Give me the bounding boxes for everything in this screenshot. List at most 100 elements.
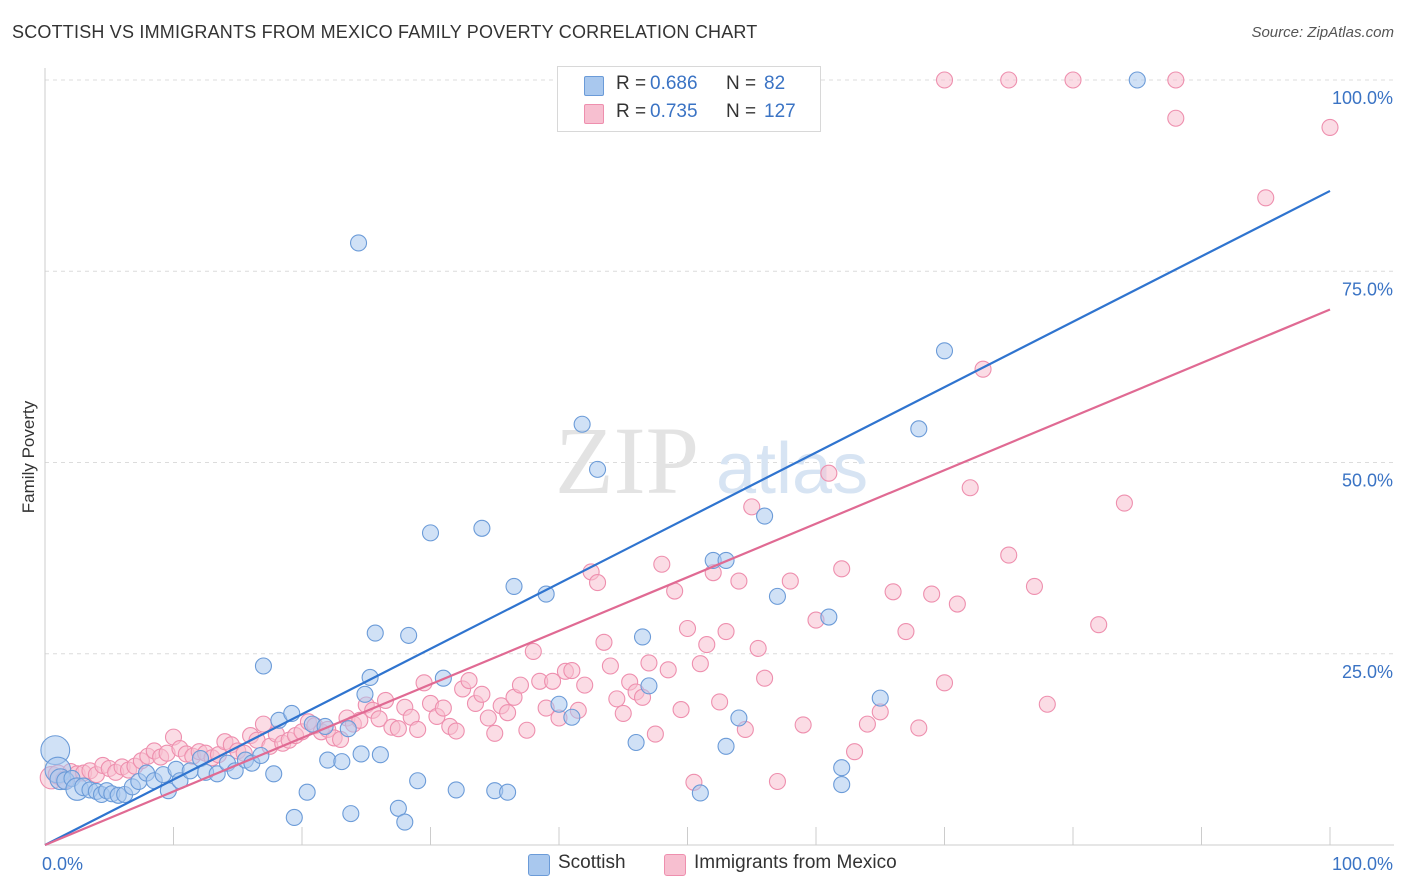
mexico-point [576, 676, 594, 694]
scottish-point [756, 507, 774, 525]
mexico-point [524, 642, 542, 661]
watermark-atlas: atlas [716, 429, 868, 509]
mexico-point [858, 715, 876, 733]
axes [44, 68, 1394, 846]
legend-swatch-scottish [584, 76, 604, 96]
mexico-point [518, 721, 536, 739]
mexico-point [473, 685, 491, 703]
tick-labels: 25.0% 50.0% 75.0% 100.0% 0.0% 100.0% [42, 88, 1393, 874]
mexico-point [1257, 189, 1275, 207]
mexico-point [711, 693, 729, 711]
mexico-point [691, 655, 709, 673]
scottish-trend-line [44, 189, 1331, 846]
mexico-point [1000, 71, 1018, 89]
source-label: Source: ZipAtlas.com [1251, 24, 1394, 41]
mexico-point [486, 724, 504, 742]
mexico-point [961, 479, 979, 497]
mexico-point [756, 669, 774, 687]
scottish-point [910, 420, 928, 438]
scottish-point [633, 628, 652, 646]
mexico-point [935, 674, 954, 692]
mexico-point [884, 583, 902, 601]
scottish-point [285, 808, 303, 827]
scottish-point [871, 689, 889, 707]
mexico-point [820, 464, 838, 482]
scottish-point [717, 737, 735, 755]
scottish-point [833, 776, 851, 794]
legend-n-label: N = [726, 73, 757, 94]
mexico-point [897, 623, 915, 641]
mexico-point [1025, 577, 1043, 595]
mexico-point [640, 654, 658, 672]
mexico-point [1167, 109, 1185, 127]
mexico-point [717, 623, 735, 641]
mexico-point [672, 701, 690, 719]
mexico-point [781, 572, 799, 590]
scottish-point [627, 733, 645, 752]
scottish-point [573, 415, 591, 433]
scottish-point [820, 608, 838, 626]
scottish-point [333, 753, 351, 771]
trend-lines [44, 189, 1331, 847]
scottish-point [400, 626, 418, 644]
mexico-point [595, 633, 613, 651]
scottish-point [473, 519, 491, 537]
mexico-point [434, 699, 452, 717]
scottish-point [319, 751, 337, 769]
mexico-point [499, 704, 517, 722]
mexico-point [1321, 118, 1339, 136]
scottish-point [730, 709, 748, 727]
scottish-point [833, 759, 851, 777]
legend-r-label: R = [616, 101, 647, 122]
scottish-point [447, 781, 465, 799]
y-tick-label: 100.0% [1332, 88, 1393, 108]
mexico-point [409, 720, 427, 739]
scottish-point [640, 677, 658, 695]
mexico-point [479, 709, 497, 727]
mexico-point [659, 661, 677, 679]
mexico-point [1064, 71, 1082, 89]
scottish-point [421, 524, 440, 542]
mexico-point [749, 639, 767, 657]
scottish-point [537, 585, 555, 603]
mexico-point [743, 498, 761, 516]
mexico-point [608, 690, 626, 708]
mexico-point [923, 585, 941, 603]
bottom-legend-label-mexico: Immigrants from Mexico [694, 852, 897, 873]
mexico-point [563, 662, 581, 680]
mexico-point [1090, 616, 1108, 634]
legend-r-label: R = [616, 73, 647, 94]
y-axis-label: Family Poverty [19, 400, 38, 513]
legend-swatch-mexico [584, 104, 604, 124]
bottom-legend-swatch-scottish [528, 854, 550, 876]
stats-legend: R = 0.686 N = 82 R = 0.735 N = 127 [557, 66, 821, 132]
y-tick-label: 25.0% [1342, 662, 1393, 682]
legend-r-value: 0.735 [650, 101, 698, 122]
mexico-trend-line [44, 308, 1331, 847]
scottish-point [339, 720, 357, 738]
watermark: ZIP atlas [555, 407, 868, 514]
scottish-point [550, 695, 568, 713]
scottish-point [366, 624, 384, 642]
mexico-point [794, 716, 812, 734]
scottish-point [505, 577, 523, 595]
scottish-point [588, 460, 607, 478]
legend-r-value: 0.686 [650, 73, 698, 94]
mexico-point [646, 725, 664, 743]
mexico-point [511, 676, 530, 694]
mexico-point [1000, 546, 1018, 564]
mexico-point [833, 560, 851, 578]
mexico-point [910, 719, 928, 737]
y-tick-label: 75.0% [1342, 279, 1393, 299]
mexico-point [588, 574, 607, 592]
legend-n-value: 82 [764, 73, 786, 94]
mexico-point [948, 595, 966, 613]
scottish-point [265, 765, 283, 783]
mexico-point [460, 671, 478, 690]
y-tick-label: 50.0% [1342, 471, 1393, 491]
scottish-point [935, 342, 954, 360]
scottish-point [409, 772, 427, 790]
bottom-legend-swatch-mexico [664, 854, 686, 876]
bottom-legend-label-scottish: Scottish [558, 852, 626, 873]
scottish-point [691, 784, 709, 802]
